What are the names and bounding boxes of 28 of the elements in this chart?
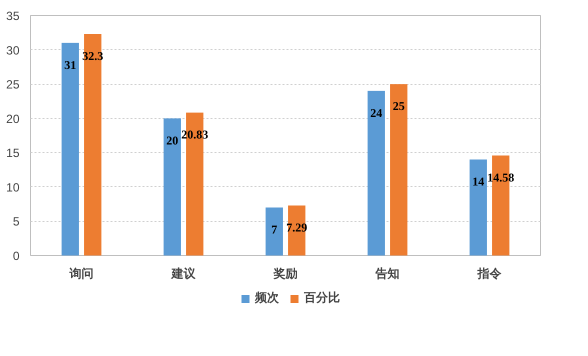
data-label: 20 [166, 133, 178, 148]
bar [470, 160, 487, 256]
bar [266, 208, 283, 256]
y-tick-label: 15 [6, 146, 20, 160]
y-tick-label: 30 [6, 43, 20, 58]
data-label: 24 [370, 106, 382, 120]
data-label: 31 [64, 58, 76, 72]
x-tick-label: 告知 [374, 266, 400, 280]
x-tick-label: 奖励 [272, 266, 298, 280]
y-tick-label: 5 [12, 214, 20, 229]
bar [368, 90, 385, 256]
data-label: 25 [392, 99, 405, 114]
legend-label: 频次 [255, 290, 279, 306]
y-tick-label: 35 [6, 9, 20, 23]
y-tick-label: 20 [6, 112, 20, 126]
bar [62, 42, 79, 256]
x-tick-label: 指令 [476, 266, 502, 280]
data-label: 7 [271, 222, 278, 236]
x-tick-label: 建议 [170, 266, 196, 280]
bar [164, 118, 181, 256]
y-tick-label: 0 [12, 249, 20, 263]
data-label: 14 [472, 174, 484, 188]
y-tick-label: 25 [6, 78, 20, 92]
x-tick-label: 询问 [68, 266, 94, 280]
legend-label: 百分比 [304, 290, 340, 306]
bar [390, 84, 408, 256]
bar [84, 34, 102, 256]
y-tick-label: 10 [6, 180, 20, 194]
